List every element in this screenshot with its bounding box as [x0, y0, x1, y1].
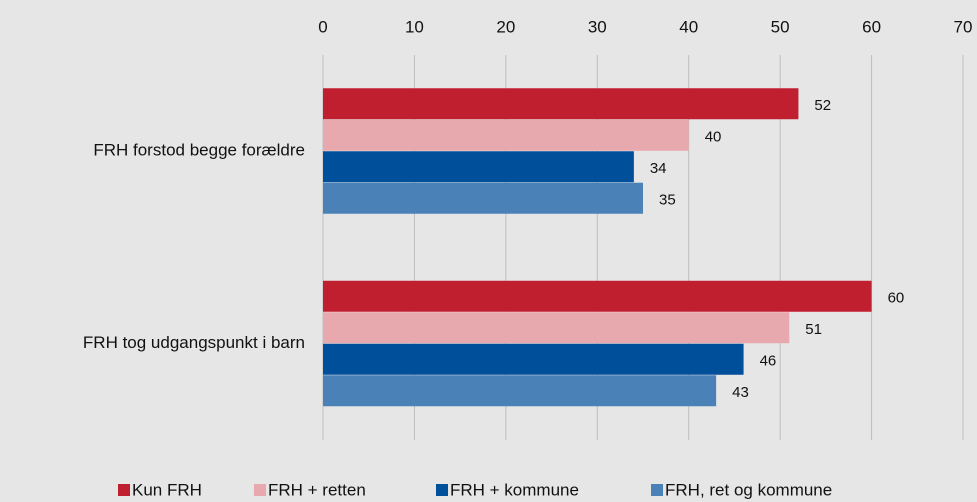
legend-swatch [254, 484, 266, 496]
bar [323, 151, 634, 183]
bar [323, 375, 717, 407]
bar [323, 88, 799, 120]
data-label: 60 [888, 289, 905, 306]
data-label: 46 [760, 352, 777, 369]
x-tick-label: 50 [771, 17, 790, 36]
legend-label: FRH, ret og kommune [665, 480, 832, 499]
legend-swatch [436, 484, 448, 496]
data-label: 52 [814, 97, 831, 114]
legend-label: FRH + kommune [450, 480, 579, 499]
x-tick-label: 60 [862, 17, 881, 36]
x-tick-label: 0 [318, 17, 327, 36]
data-label: 40 [705, 128, 722, 145]
bar [323, 280, 872, 312]
legend-label: Kun FRH [132, 480, 202, 499]
legend-swatch [651, 484, 663, 496]
data-label: 51 [805, 321, 822, 338]
category-label: FRH forstod begge forældre [93, 141, 305, 160]
legend-label: FRH + retten [268, 480, 366, 499]
x-tick-label: 40 [679, 17, 698, 36]
data-label: 35 [659, 191, 676, 208]
x-tick-label: 20 [496, 17, 515, 36]
x-tick-label: 30 [588, 17, 607, 36]
category-label: FRH tog udgangspunkt i barn [83, 333, 305, 352]
x-tick-label: 10 [405, 17, 424, 36]
data-label: 43 [732, 384, 749, 401]
bar [323, 119, 689, 151]
bar [323, 182, 643, 214]
bar [323, 343, 744, 375]
bar [323, 312, 790, 344]
data-label: 34 [650, 160, 667, 177]
x-tick-label: 70 [954, 17, 973, 36]
legend-swatch [118, 484, 130, 496]
